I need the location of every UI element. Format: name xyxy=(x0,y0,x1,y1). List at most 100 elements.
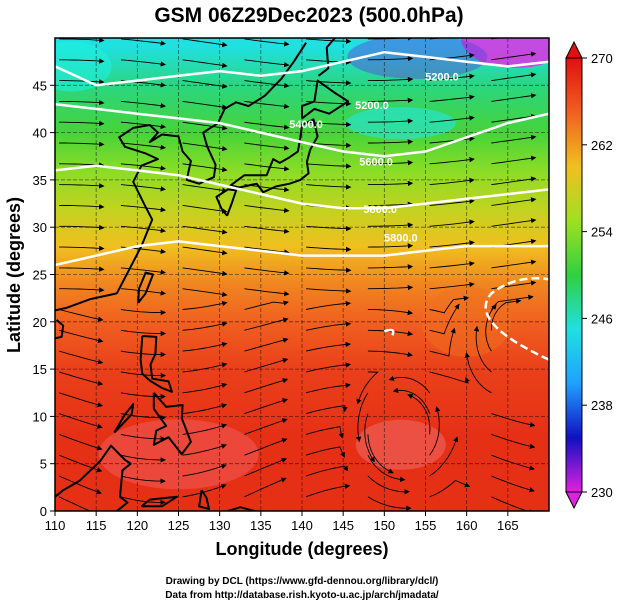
streamline xyxy=(182,225,228,235)
streamline xyxy=(244,204,290,214)
streamline xyxy=(58,413,103,429)
streamline xyxy=(306,300,352,310)
height-contour xyxy=(55,164,549,210)
streamline xyxy=(182,267,228,277)
streamline xyxy=(120,204,166,213)
streamline xyxy=(355,392,369,443)
streamline xyxy=(120,413,166,421)
coastline-segment xyxy=(137,271,154,304)
streamline xyxy=(388,375,430,394)
streamline xyxy=(367,222,414,228)
streamline xyxy=(59,141,105,147)
streamline xyxy=(491,259,537,269)
streamline xyxy=(306,184,352,190)
streamline xyxy=(182,163,228,173)
streamline xyxy=(182,483,227,498)
streamline xyxy=(429,219,475,227)
colorbar-tick-label: 238 xyxy=(591,398,613,413)
height-contour xyxy=(55,50,549,87)
streamline xyxy=(244,477,287,498)
streamline xyxy=(491,155,537,165)
streamline xyxy=(429,281,475,290)
streamline xyxy=(364,413,375,463)
contour-label: 5600.0 xyxy=(359,157,393,169)
streamline xyxy=(491,454,535,471)
streamline xyxy=(429,303,460,335)
streamline xyxy=(244,337,289,352)
streamline xyxy=(59,38,105,43)
streamline xyxy=(491,113,537,123)
streamline xyxy=(367,350,413,358)
streamline xyxy=(429,115,475,123)
streamline xyxy=(429,327,456,357)
streamline xyxy=(120,475,166,484)
streamline xyxy=(429,479,471,498)
streamline xyxy=(244,317,289,331)
streamline xyxy=(58,350,104,365)
streamline xyxy=(244,398,288,415)
streamline xyxy=(367,118,414,124)
streamline xyxy=(244,267,290,276)
contour-label: 5200.0 xyxy=(425,72,459,84)
streamline xyxy=(367,329,414,337)
streamline xyxy=(182,362,228,373)
x-tick-label: 120 xyxy=(126,518,148,533)
x-tick-label: 125 xyxy=(168,518,190,533)
streamline xyxy=(120,371,167,379)
streamline xyxy=(473,325,492,373)
streamline xyxy=(367,55,414,62)
height-contours xyxy=(55,50,549,361)
streamline xyxy=(244,121,290,130)
streamline xyxy=(182,204,228,214)
streamline xyxy=(491,433,536,449)
x-tick-label: 135 xyxy=(250,518,272,533)
streamline xyxy=(182,423,228,435)
streamline xyxy=(244,80,290,89)
grid xyxy=(55,38,549,511)
contour-label: 5400.0 xyxy=(289,119,323,131)
streamline xyxy=(120,38,166,46)
streamline xyxy=(58,433,103,451)
streamline xyxy=(59,204,105,210)
streamline xyxy=(429,261,475,269)
x-axis-ticks: 110 115 120 125 130 135 140 145 150 155 160 165 xyxy=(45,511,519,533)
height-contour xyxy=(55,240,549,267)
streamline xyxy=(490,298,522,331)
streamline xyxy=(367,76,414,83)
y-tick-label: 10 xyxy=(33,409,47,424)
streamline xyxy=(306,163,352,169)
streamline xyxy=(305,405,348,415)
streamline xyxy=(306,100,352,107)
streamline xyxy=(306,321,352,331)
coastline-segment xyxy=(139,335,173,393)
streamline xyxy=(120,225,166,234)
streamline xyxy=(244,100,290,109)
x-tick-label: 160 xyxy=(456,518,478,533)
streamline xyxy=(59,58,105,64)
x-tick-label: 130 xyxy=(209,518,231,533)
streamline xyxy=(59,120,105,127)
streamline xyxy=(429,136,475,144)
streamline xyxy=(367,264,414,270)
streamline xyxy=(120,163,166,171)
chart-title: GSM 06Z29Dec2023 (500.0hPa) xyxy=(154,4,463,27)
streamline xyxy=(59,224,105,231)
streamline xyxy=(182,463,227,477)
streamline xyxy=(120,433,166,442)
y-tick-label: 35 xyxy=(33,173,47,188)
streamline xyxy=(306,362,351,373)
coastline-segment xyxy=(113,403,135,434)
streamline xyxy=(491,294,534,310)
streamline xyxy=(491,197,537,206)
coastline-segment xyxy=(229,118,319,194)
streamline xyxy=(182,403,228,415)
streamline xyxy=(356,371,379,405)
streamline xyxy=(182,246,228,256)
streamline xyxy=(244,438,288,456)
cool-anomaly xyxy=(345,107,456,140)
coastline-segment xyxy=(215,188,238,217)
contour-labels: 5200.0 5200.0 5400.0 5600.0 5800.0 5800.0 xyxy=(289,72,459,245)
streamline xyxy=(429,436,459,477)
coastline-segment xyxy=(55,444,132,511)
streamline xyxy=(305,483,351,498)
